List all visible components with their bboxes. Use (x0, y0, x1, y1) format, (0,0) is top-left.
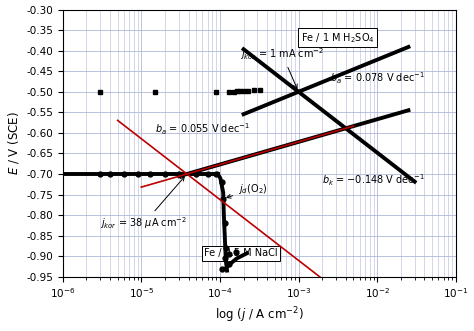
Text: Fe / 0.5 M NaCl: Fe / 0.5 M NaCl (204, 248, 278, 258)
Text: $b_k$ = $-$0.148 V dec$^{-1}$: $b_k$ = $-$0.148 V dec$^{-1}$ (322, 172, 425, 188)
X-axis label: log ($\it{j}$ / A cm$^{-2}$): log ($\it{j}$ / A cm$^{-2}$) (215, 306, 304, 325)
Text: $j_{kor}$ = 1 mA cm$^{-2}$: $j_{kor}$ = 1 mA cm$^{-2}$ (240, 46, 324, 88)
Text: $j_d$(O$_2$): $j_d$(O$_2$) (227, 182, 268, 198)
Y-axis label: $\it{E}$ / V (SCE): $\it{E}$ / V (SCE) (6, 111, 20, 175)
Text: $b_a$ = 0.055 V dec$^{-1}$: $b_a$ = 0.055 V dec$^{-1}$ (155, 121, 250, 137)
Text: $j_{kor}$ = 38 $\mu$A cm$^{-2}$: $j_{kor}$ = 38 $\mu$A cm$^{-2}$ (100, 177, 187, 231)
Text: Fe / 1 M H$_2$SO$_4$: Fe / 1 M H$_2$SO$_4$ (301, 31, 374, 44)
Text: $b_a$ = 0.078 V dec$^{-1}$: $b_a$ = 0.078 V dec$^{-1}$ (330, 71, 425, 86)
